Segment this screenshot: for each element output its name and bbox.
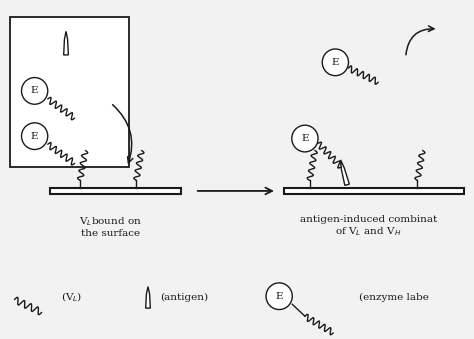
Text: (V$_L$): (V$_L$): [61, 291, 82, 304]
Text: E: E: [301, 134, 309, 143]
Text: E: E: [275, 292, 283, 301]
Circle shape: [266, 283, 292, 310]
Text: V$_L$bound on
the surface: V$_L$bound on the surface: [79, 215, 142, 238]
Circle shape: [21, 78, 48, 104]
Circle shape: [292, 125, 318, 152]
Circle shape: [322, 49, 348, 76]
Text: E: E: [31, 86, 38, 95]
Polygon shape: [146, 287, 150, 308]
Text: E: E: [332, 58, 339, 67]
Circle shape: [21, 123, 48, 149]
Polygon shape: [340, 160, 349, 185]
Polygon shape: [64, 32, 68, 55]
Text: (antigen): (antigen): [160, 293, 208, 302]
Text: (enzyme labe: (enzyme labe: [359, 293, 428, 302]
Bar: [50, 187, 181, 194]
Text: E: E: [31, 132, 38, 141]
Bar: [284, 187, 464, 194]
Bar: [10, 17, 129, 167]
Text: antigen-induced combinat
of V$_L$ and V$_H$: antigen-induced combinat of V$_L$ and V$…: [300, 215, 437, 238]
